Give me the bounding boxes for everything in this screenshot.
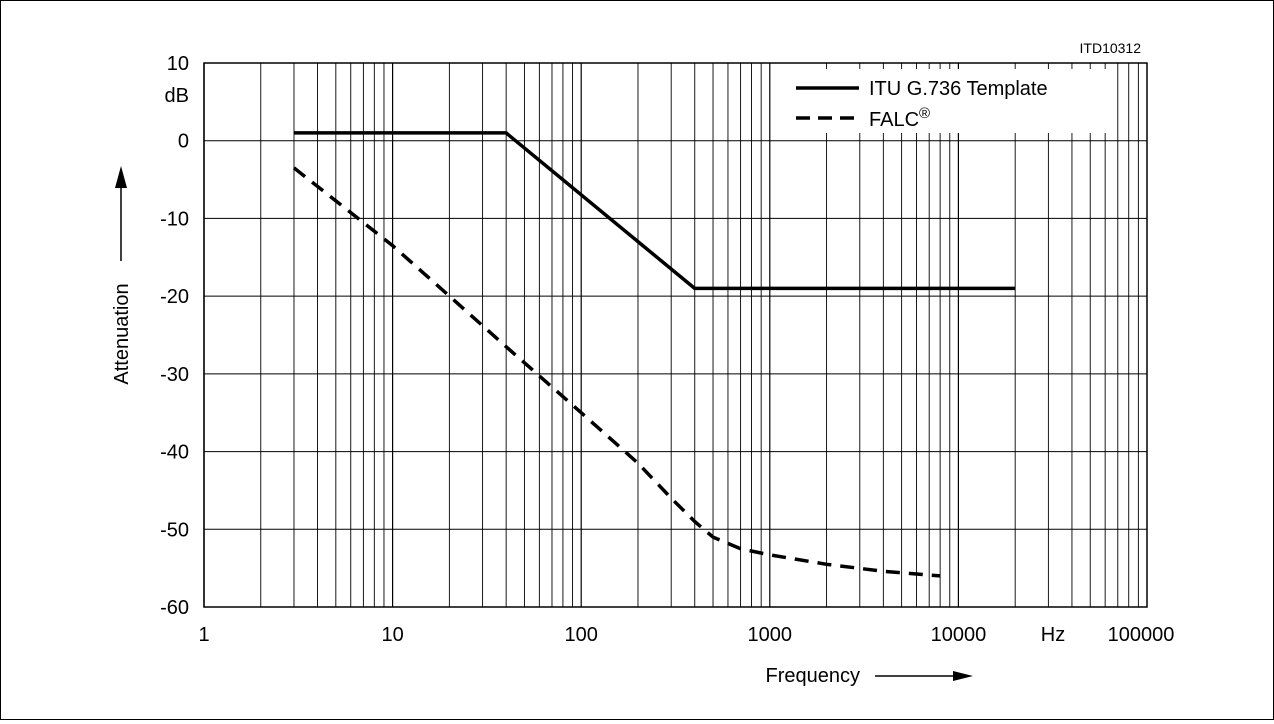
x-tick-label: 1000 [748,624,793,646]
series-line-falc [292,166,941,578]
y-tick-label: 0 [178,131,189,153]
y-tick-label: -60 [160,597,189,619]
y-tick-label: 10 [167,53,189,75]
y-tick-label: -40 [160,442,189,464]
legend-label-falc-text: FALC [869,109,919,131]
legend-background [789,69,1109,133]
series-lines [292,131,1016,578]
x-tick-label: Hz [1041,624,1065,646]
registered-mark: ® [919,105,930,122]
y-tick-label: -50 [160,519,189,541]
x-axis-title: Frequency [766,665,861,687]
x-tick-label: 10000 [931,624,987,646]
plot-border [203,62,1148,608]
x-tick-label: 100 [565,624,598,646]
x-axis-title-group: Frequency [766,665,973,687]
y-axis-title-group: Attenuation [111,166,133,385]
y-tick-label: -20 [160,286,189,308]
x-tick-label: 10 [381,624,403,646]
x-tick-label: 1 [198,624,209,646]
x-tick-label: 100000 [1108,624,1175,646]
y-unit-label: dB [165,85,189,107]
tick-labels: 100-10-20-30-40-50-601 10 100 1000 10000 Hz 10… [160,53,1174,646]
legend-label-falc: FALC® [869,105,930,131]
grid [203,62,1148,608]
x-axis-arrow-icon [953,671,973,681]
y-axis-title: Attenuation [111,283,133,384]
y-tick-label: -10 [160,208,189,230]
y-axis-arrow-icon [115,166,127,188]
legend: ITU G.736 Template FALC® [789,69,1109,133]
y-tick-label: -30 [160,364,189,386]
legend-label-itu: ITU G.736 Template [869,78,1048,100]
series-line-itu-template [294,131,1016,291]
figure-code: ITD10312 [1080,40,1142,56]
